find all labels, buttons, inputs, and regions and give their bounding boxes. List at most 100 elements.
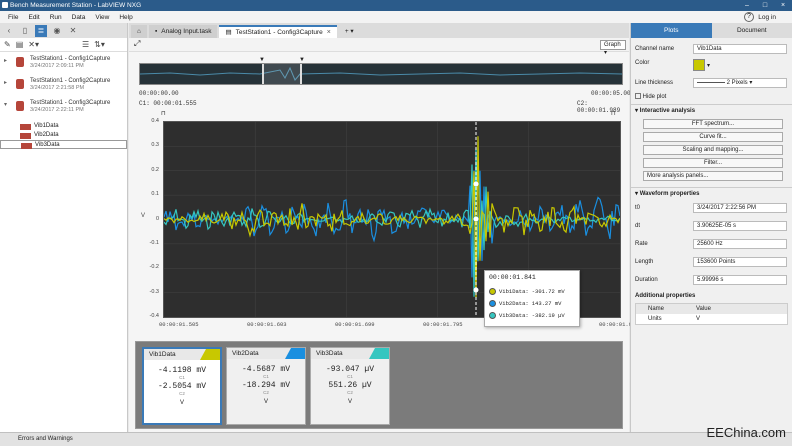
- x-tick-label: 00:00:01.987: [599, 321, 639, 328]
- cursor1-handle[interactable]: ⊓: [161, 111, 166, 117]
- property-row: Length 153600 Points: [631, 253, 792, 271]
- menu-run[interactable]: Run: [49, 13, 62, 21]
- property-name: Rate: [635, 241, 648, 247]
- zoom-fit-icon[interactable]: ⤢: [134, 39, 141, 48]
- y-tick-label: 0.4: [151, 118, 159, 124]
- waveform-properties-header[interactable]: ▾ Waveform properties: [631, 187, 792, 199]
- card-vib2[interactable]: Vib2Data -4.5687 mV C1 -18.294 mV C2 V: [226, 347, 306, 425]
- expand-arrow-icon[interactable]: ▸: [4, 80, 8, 86]
- tree-item-config1[interactable]: ▸ TestStation1 - Config1Capture 3/24/201…: [4, 56, 111, 69]
- menu-help[interactable]: Help: [119, 13, 133, 21]
- hide-plot-checkbox[interactable]: [635, 93, 641, 100]
- card-vib3[interactable]: Vib3Data -93.047 µV C1 551.26 µV C2 V: [310, 347, 390, 425]
- more-analysis-dropdown[interactable]: More analysis panels...: [643, 171, 783, 181]
- tree-item-config2[interactable]: ▸ TestStation1 - Config2Capture 3/24/201…: [4, 78, 111, 91]
- tree-channel-vib3[interactable]: Vib3Data: [0, 140, 127, 149]
- back-arrow-icon[interactable]: ‹: [7, 26, 11, 35]
- add-icon[interactable]: ▤: [15, 40, 24, 49]
- property-row: dt 3.90625E-05 s: [631, 217, 792, 235]
- vib3-dot-icon: [489, 311, 496, 319]
- cursor1-time: C1: 00:00:01.555: [139, 100, 197, 107]
- expand-arrow-icon[interactable]: ▸: [4, 58, 8, 64]
- document-icon[interactable]: ▯: [22, 26, 28, 35]
- color-flag: [285, 348, 305, 359]
- tree-channel-vib2[interactable]: Vib2Data: [0, 131, 127, 140]
- database-icon: [16, 79, 24, 89]
- interactive-analysis-header[interactable]: ▾ Interactive analysis: [631, 104, 792, 116]
- tools-icon[interactable]: ✕: [69, 26, 77, 35]
- additional-properties-label: Additional properties: [635, 293, 696, 299]
- channel-name-field[interactable]: Vib1Data: [693, 44, 787, 54]
- property-name: Length: [635, 259, 654, 265]
- properties-panel: Plots Document Channel name Vib1Data Colo…: [630, 23, 792, 432]
- document-area: ⌂ ▪ Analog Input.task ▤ TestStation1 - Con…: [129, 23, 639, 432]
- cursor2-handle[interactable]: ⊓: [611, 111, 616, 117]
- overview-selection[interactable]: [262, 64, 302, 84]
- property-value: 3/24/2017 2:22:56 PM: [693, 203, 787, 213]
- card-vib1[interactable]: Vib1Data -4.1198 mV C1 -2.5054 mV C2 V: [142, 347, 222, 425]
- menu-edit[interactable]: Edit: [28, 13, 40, 21]
- y-tick-label: -0.1: [149, 240, 159, 246]
- tooltip-time: 00:00:01.841: [489, 274, 536, 281]
- graph-canvas: [163, 122, 621, 317]
- menu-data[interactable]: Data: [71, 13, 86, 21]
- tab-analog-input[interactable]: ▪ Analog Input.task: [148, 25, 218, 38]
- line-thickness-select[interactable]: 2 Pixels ▾: [693, 78, 787, 88]
- home-tab[interactable]: ⌂: [131, 25, 147, 38]
- y-axis-unit: V: [140, 213, 145, 219]
- new-tab-button[interactable]: + ▾: [344, 28, 354, 35]
- tab-document[interactable]: Document: [711, 23, 792, 38]
- tab-config3-capture[interactable]: ▤ TestStation1 - Config3Capture ×: [219, 25, 337, 38]
- fft-spectrum-button[interactable]: FFT spectrum...: [643, 119, 783, 129]
- tab-plots[interactable]: Plots: [631, 23, 712, 38]
- property-row: Rate 25600 Hz: [631, 235, 792, 253]
- table-row: Units V: [648, 316, 701, 322]
- help-icon[interactable]: ?: [744, 12, 754, 22]
- cursor-tooltip: 00:00:01.841 Vib1Data: -301.72 mV Vib2Dat…: [484, 270, 580, 327]
- overview-strip[interactable]: [139, 63, 623, 85]
- login-button[interactable]: Log in: [758, 14, 776, 21]
- edit-icon[interactable]: ✎: [4, 40, 11, 49]
- data-files-icon[interactable]: ≣: [35, 24, 47, 37]
- chevron-down-icon[interactable]: ▾: [707, 63, 711, 69]
- database-icon: [16, 101, 24, 111]
- cursor-point: [473, 216, 479, 222]
- tooltip-row-vib3: Vib3Data: -382.19 µV: [489, 309, 575, 321]
- list-view-icon[interactable]: ☰: [81, 40, 90, 49]
- marker-right-icon[interactable]: ▼: [299, 57, 305, 63]
- maximize-button[interactable]: □: [762, 2, 768, 9]
- sort-icon[interactable]: ⇅▾: [94, 40, 105, 49]
- tree-channel-vib1[interactable]: Vib1Data: [0, 122, 127, 131]
- channel-cards: Vib1Data -4.1198 mV C1 -2.5054 mV C2 V V…: [135, 341, 623, 429]
- delete-icon[interactable]: ✕▾: [28, 40, 39, 49]
- curve-fit-button[interactable]: Curve fit...: [643, 132, 783, 142]
- overview-waveform: [139, 66, 623, 81]
- graph-dropdown[interactable]: Graph ▾: [600, 40, 626, 56]
- y-tick-label: 0.2: [151, 166, 159, 173]
- menu-file[interactable]: File: [8, 13, 19, 21]
- menu-view[interactable]: View: [95, 13, 110, 21]
- cursor-point: [473, 287, 479, 293]
- status-bar[interactable]: Errors and Warnings: [0, 432, 792, 446]
- marker-left-icon[interactable]: ▼: [259, 57, 265, 63]
- property-name: t0: [635, 205, 641, 211]
- color-picker[interactable]: [693, 59, 705, 71]
- x-tick-label: 00:00:01.505: [159, 321, 199, 328]
- close-tab-icon[interactable]: ×: [326, 29, 331, 36]
- home-icon: ⌂: [137, 28, 141, 35]
- waveform-icon: [20, 133, 31, 139]
- app-icon: [2, 2, 8, 8]
- color-label: Color: [635, 60, 650, 66]
- errors-warnings-label: Errors and Warnings: [18, 436, 73, 442]
- minimize-button[interactable]: –: [745, 2, 749, 9]
- tree-item-config3[interactable]: ▾ TestStation1 - Config3Capture 3/24/201…: [4, 100, 111, 113]
- y-tick-label: 0: [155, 215, 159, 222]
- hardware-icon[interactable]: ◉: [53, 26, 61, 35]
- property-row: t0 3/24/2017 2:22:56 PM: [631, 199, 792, 217]
- filter-button[interactable]: Filter...: [643, 158, 783, 168]
- scaling-mapping-button[interactable]: Scaling and mapping...: [643, 145, 783, 155]
- collapse-arrow-icon[interactable]: ▾: [4, 102, 8, 108]
- overview-start-time: 00:00:00.00: [139, 90, 179, 97]
- cursor-point: [473, 181, 479, 187]
- close-button[interactable]: ×: [780, 2, 786, 9]
